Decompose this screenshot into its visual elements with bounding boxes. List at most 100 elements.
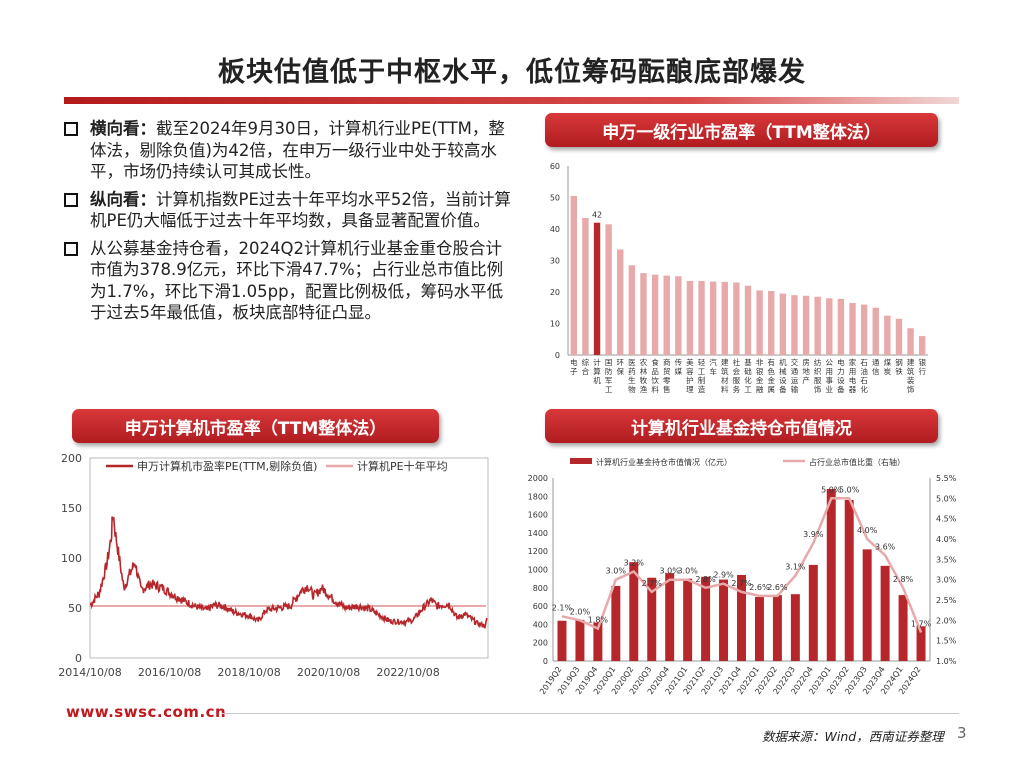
holdings-bar (611, 585, 621, 661)
chart-title-fund-holdings: 计算机行业基金持仓市值情况 (545, 409, 938, 443)
y-tick-label: 200 (61, 452, 82, 465)
share-data-label: 3.6% (875, 542, 896, 551)
share-data-label: 3.9% (803, 530, 824, 539)
x-tick-label: 电子 (570, 357, 578, 376)
left-tick-label: 1000 (528, 566, 548, 575)
x-tick-label: 机械设备 (779, 357, 787, 394)
y-tick-label: 150 (61, 502, 82, 515)
bar (617, 249, 624, 355)
bar (709, 281, 717, 355)
bullet-list: 横向看：截至2024年9月30日，计算机行业PE(TTM，整体法，剔除负值)为4… (64, 118, 514, 330)
bar (860, 304, 868, 355)
footer-url[interactable]: www.swsc.com.cn (66, 703, 227, 721)
fund-holdings-chart: 0 200 400 600 800 1000 1200 1400 1600 1800 2000 1.0… (528, 457, 957, 696)
x-tick-label: 计算机 (593, 357, 601, 385)
x-tick-label: 煤炭 (884, 357, 892, 376)
bar (698, 280, 705, 355)
bar (744, 285, 752, 355)
bar (849, 303, 856, 355)
holdings-bar (916, 626, 926, 661)
checkbox-square-icon (64, 192, 78, 207)
share-data-label: 3.0% (677, 567, 698, 576)
share-data-label: 5.0% (821, 485, 842, 494)
x-tick-label: 基础化工 (744, 357, 752, 394)
holdings-bar (772, 595, 782, 661)
share-data-label: 5.0% (839, 485, 860, 494)
y-tick-label: 10 (550, 320, 560, 329)
footer-rule (222, 713, 959, 714)
bullet-item-fund: 从公募基金持仓看，2024Q2计算机行业基金重仓股合计市值为378.9亿元，环比… (64, 238, 514, 324)
x-tick-label: 2018/10/08 (217, 666, 280, 679)
holdings-bar (808, 564, 818, 661)
share-data-label: 2.1% (552, 603, 573, 612)
share-data-label: 2.6% (767, 583, 788, 592)
x-tick-label: 汽车 (709, 357, 717, 376)
holdings-bar (647, 577, 657, 661)
right-tick-label: 4.0% (936, 535, 957, 544)
x-tick-label: 综合 (582, 357, 590, 376)
share-data-label: 1.7% (911, 620, 932, 629)
left-tick-label: 1600 (528, 511, 548, 520)
holdings-bar (844, 499, 854, 661)
x-tick-label: 公用事业 (826, 358, 834, 394)
bar (837, 298, 845, 355)
bar (779, 293, 787, 355)
x-tick-label: 社会服务 (733, 357, 741, 394)
left-tick-label: 400 (533, 620, 548, 629)
x-tick-label: 钢铁 (895, 357, 903, 376)
computer-pe-chart: 0 50 100 150 200 2014/10/08 2016/10/08 2018/10/… (58, 452, 489, 679)
share-data-label: 1.8% (588, 615, 609, 624)
share-data-label: 2.7% (731, 579, 752, 588)
holdings-bar (665, 573, 675, 661)
right-tick-label: 2.0% (936, 616, 957, 625)
bar (768, 291, 775, 355)
data-label: 42 (592, 211, 602, 220)
x-tick-label: 美容护理 (686, 357, 694, 394)
share-data-label: 4.0% (857, 526, 878, 535)
bar (570, 195, 577, 355)
holdings-bar (790, 594, 800, 661)
industry-pe-chart: 0 10 20 30 40 50 60 电子综合计算机国防军工环保医药生物农林牧渔食品饮料商贸… (550, 162, 928, 394)
x-tick-label: 房地产 (802, 357, 810, 385)
chart-title-industry-pe: 申万一级行业市盈率（TTM整体法） (545, 113, 938, 147)
bullet-heading: 横向看： (90, 119, 156, 138)
bar (756, 290, 763, 355)
bar (733, 282, 740, 355)
left-tick-label: 800 (533, 584, 548, 593)
share-data-label: 2.0% (570, 607, 591, 616)
x-tick-label: 2016/10/08 (138, 666, 201, 679)
right-tick-label: 5.0% (936, 494, 957, 503)
x-tick-label: 医药生物 (628, 358, 636, 394)
share-data-label: 2.6% (749, 583, 770, 592)
left-tick-label: 0 (543, 657, 548, 666)
holdings-bar (575, 619, 585, 661)
bar (919, 336, 926, 355)
holdings-bar (701, 576, 711, 661)
right-tick-label: 2.5% (936, 596, 957, 605)
y-tick-label: 0 (75, 652, 82, 665)
y-tick-label: 100 (61, 552, 82, 565)
x-tick-label: 食品饮料 (651, 357, 659, 394)
holdings-bar (593, 622, 603, 661)
bar (582, 217, 589, 355)
page-number: 3 (957, 724, 967, 742)
y-tick-label: 30 (550, 257, 560, 266)
bar (663, 275, 670, 355)
right-tick-label: 5.5% (936, 474, 957, 483)
legend-label-holdings: 计算机行业基金持仓市值情况（亿元） (596, 457, 732, 467)
holdings-bar (629, 562, 639, 661)
bar (593, 222, 601, 355)
share-data-label: 2.9% (713, 571, 734, 580)
left-tick-label: 200 (533, 639, 548, 648)
chart-title-computer-pe: 申万计算机市盈率（TTM整体法） (72, 409, 439, 443)
x-tick-label: 轻工制造 (698, 357, 706, 394)
bar (895, 318, 903, 355)
y-tick-label: 60 (550, 162, 560, 171)
bullet-text: 从公募基金持仓看，2024Q2计算机行业基金重仓股合计市值为378.9亿元，环比… (90, 238, 504, 323)
bar (651, 274, 659, 355)
right-tick-label: 1.0% (936, 657, 957, 666)
bar (605, 224, 612, 355)
x-tick-label: 有色金属 (767, 357, 775, 394)
holdings-bar (719, 579, 729, 661)
right-tick-label: 4.5% (936, 515, 957, 524)
